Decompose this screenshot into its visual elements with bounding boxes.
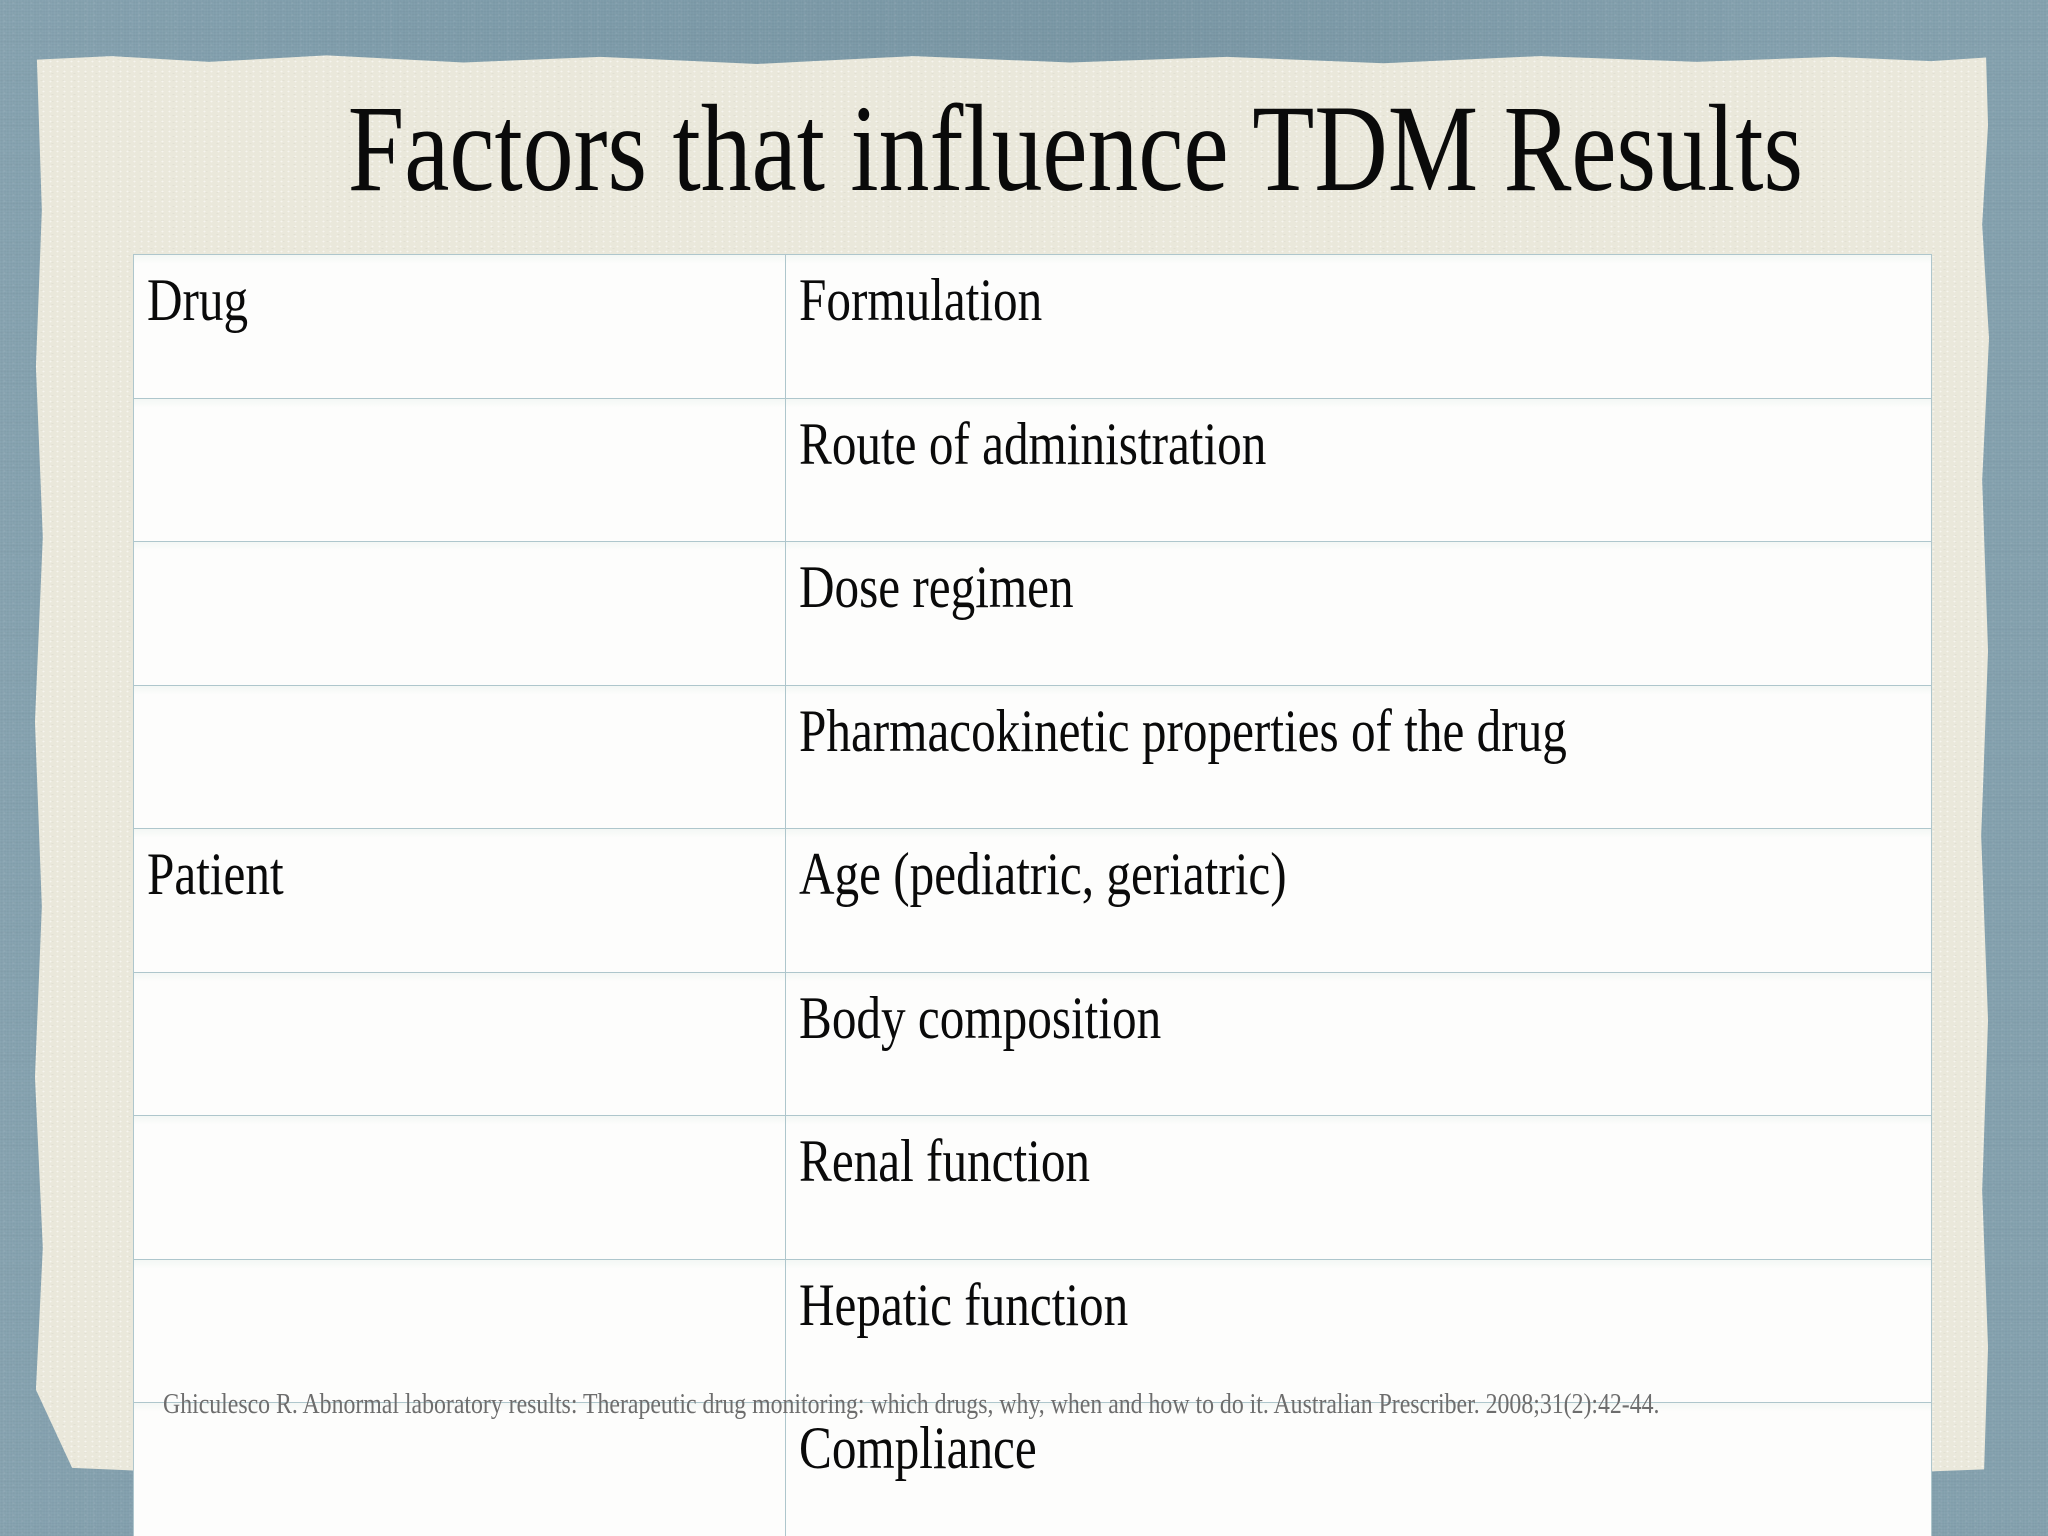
table-cell-factor: Age (pediatric, geriatric) (786, 829, 1931, 973)
table-cell-factor: Hepatic function (786, 1259, 1931, 1403)
table-cell-category (134, 1116, 786, 1260)
table-cell-factor: Pharmacokinetic properties of the drug (786, 685, 1931, 829)
factors-table: Drug Formulation Route of administration… (133, 254, 1932, 1536)
table-cell-category (134, 685, 786, 829)
table-cell-category (134, 1403, 786, 1536)
table-cell-category (134, 1259, 786, 1403)
citation-text: Ghiculesco R. Abnormal laboratory result… (163, 1389, 1660, 1420)
table-cell-factor: Body composition (786, 972, 1931, 1116)
slide-title: Factors that influence TDM Results (94, 87, 2048, 211)
table-cell-category (134, 398, 786, 542)
table-cell-category: Patient (134, 829, 786, 973)
table-cell-factor: Renal function (786, 1116, 1931, 1260)
table-cell-category (134, 542, 786, 686)
slide-title-text: Factors that influence TDM Results (347, 80, 1803, 217)
table-cell-factor: Route of administration (786, 398, 1931, 542)
table-cell-factor: Compliance (786, 1403, 1931, 1536)
citation: Ghiculesco R. Abnormal laboratory result… (163, 1391, 1924, 1419)
table-cell-category: Drug (134, 255, 786, 399)
table-cell-factor: Dose regimen (786, 542, 1931, 686)
table-cell-factor: Formulation (786, 255, 1931, 399)
table-cell-category (134, 972, 786, 1116)
